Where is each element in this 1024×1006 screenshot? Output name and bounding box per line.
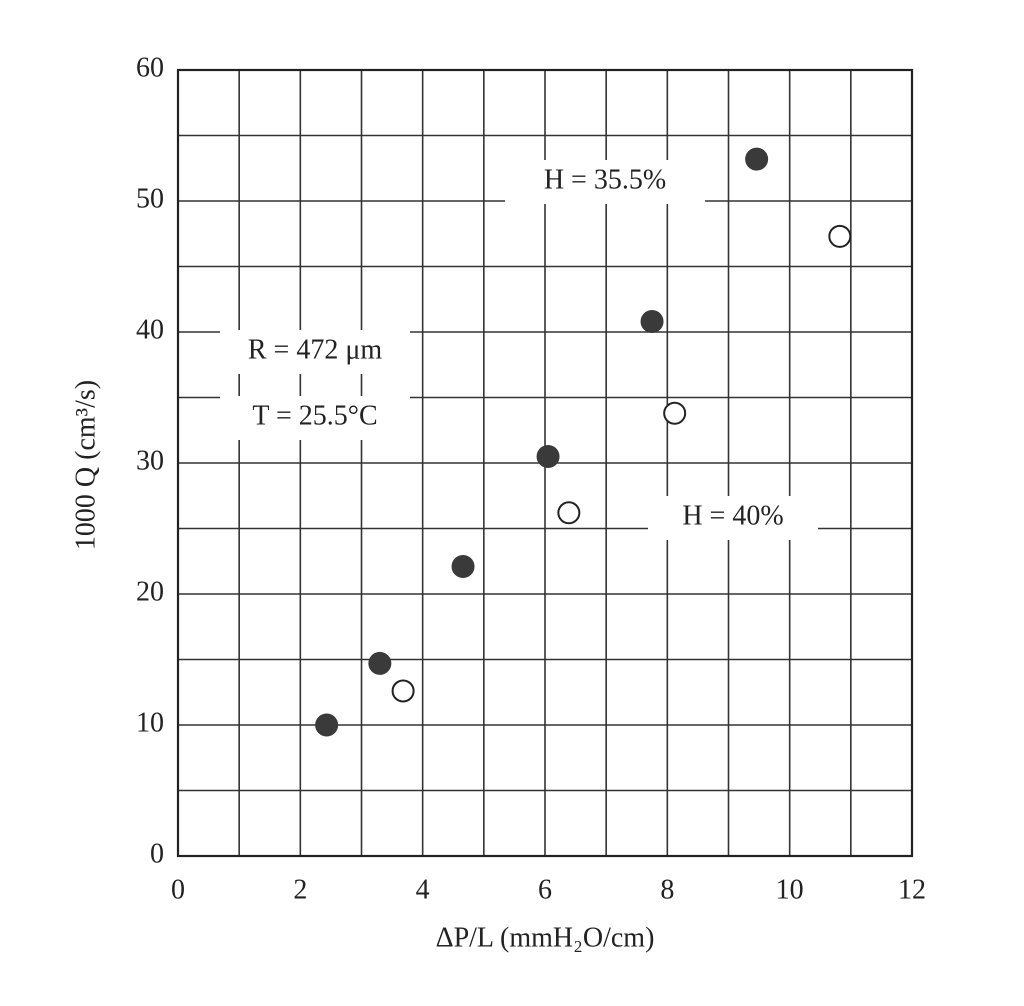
- annotation-bg: [220, 330, 410, 374]
- data-point: [451, 554, 475, 578]
- data-point: [368, 651, 392, 675]
- data-point: [536, 444, 560, 468]
- series-label: H = 35.5%: [544, 164, 666, 195]
- x-tick-label: 4: [416, 874, 430, 905]
- y-tick-label: 40: [136, 314, 164, 345]
- x-tick-label: 10: [776, 874, 804, 905]
- data-point: [640, 310, 664, 334]
- y-axis-label: 1000 Q (cm³/s): [70, 380, 101, 550]
- data-point: [745, 147, 769, 171]
- series-label-bg: [648, 496, 818, 540]
- data-point: [391, 679, 415, 703]
- data-point: [315, 713, 339, 737]
- data-point: [557, 501, 581, 525]
- series-label-bg: [505, 160, 705, 204]
- x-tick-label: 8: [660, 874, 674, 905]
- annotation-bg: [220, 396, 410, 440]
- annotation: R = 472 μm: [248, 334, 382, 365]
- x-axis-label: ΔP/L (mmH₂O/cm): [436, 922, 655, 953]
- data-point: [663, 401, 687, 425]
- annotation: T = 25.5°C: [252, 400, 377, 431]
- x-tick-label: 2: [293, 874, 307, 905]
- y-tick-label: 20: [136, 576, 164, 607]
- y-tick-label: 50: [136, 183, 164, 214]
- plot-frame: [176, 68, 914, 858]
- data-point: [828, 224, 852, 248]
- y-tick-label: 10: [136, 707, 164, 738]
- x-tick-label: 0: [171, 874, 185, 905]
- y-tick-label: 60: [136, 52, 164, 83]
- x-tick-label: 12: [898, 874, 926, 905]
- x-tick-label: 6: [538, 874, 552, 905]
- y-tick-label: 30: [136, 445, 164, 476]
- series-label: H = 40%: [682, 500, 783, 531]
- y-tick-label: 0: [150, 838, 164, 869]
